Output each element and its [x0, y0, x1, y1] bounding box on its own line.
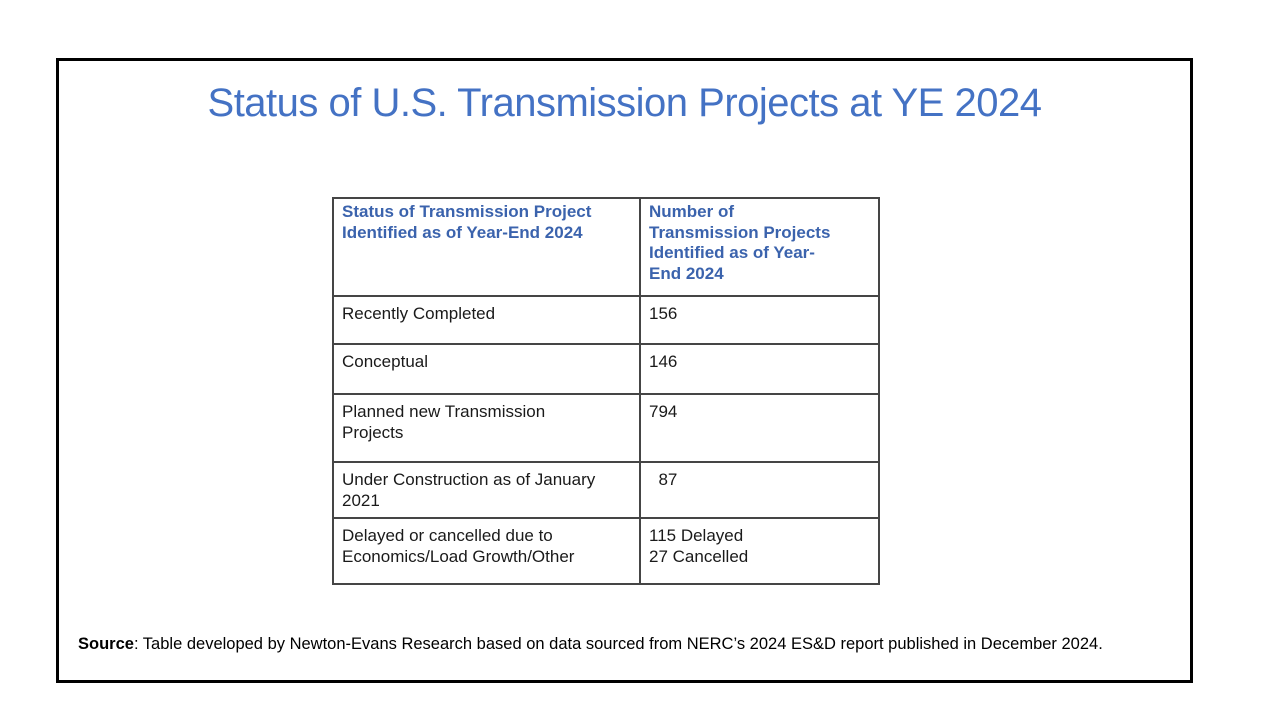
- source-text: : Table developed by Newton-Evans Resear…: [133, 635, 1103, 653]
- table-row: Delayed or cancelled due to Economics/Lo…: [332, 517, 880, 585]
- status-cell: Under Construction as of January 2021: [332, 461, 641, 519]
- col-header-count: Number of Transmission Projects Identifi…: [639, 197, 880, 297]
- count-cell: 115 Delayed 27 Cancelled: [639, 517, 880, 585]
- status-cell: Conceptual: [332, 343, 641, 395]
- count-cell: 156: [639, 295, 880, 345]
- source-note: Source: Table developed by Newton-Evans …: [78, 634, 1158, 655]
- status-cell: Recently Completed: [332, 295, 641, 345]
- table-row: Under Construction as of January 2021 87: [332, 461, 880, 519]
- count-cell: 794: [639, 393, 880, 463]
- status-cell: Planned new Transmission Projects: [332, 393, 641, 463]
- table-header-row: Status of Transmission Project Identifie…: [332, 197, 880, 297]
- table-row: Recently Completed 156: [332, 295, 880, 345]
- slide-title: Status of U.S. Transmission Projects at …: [207, 81, 1042, 125]
- count-cell: 87: [639, 461, 880, 519]
- status-cell: Delayed or cancelled due to Economics/Lo…: [332, 517, 641, 585]
- table-row: Planned new Transmission Projects 794: [332, 393, 880, 463]
- source-label: Source: [78, 635, 134, 653]
- transmission-status-table: Status of Transmission Project Identifie…: [332, 197, 880, 585]
- table-row: Conceptual 146: [332, 343, 880, 395]
- count-cell: 146: [639, 343, 880, 395]
- col-header-status: Status of Transmission Project Identifie…: [332, 197, 641, 297]
